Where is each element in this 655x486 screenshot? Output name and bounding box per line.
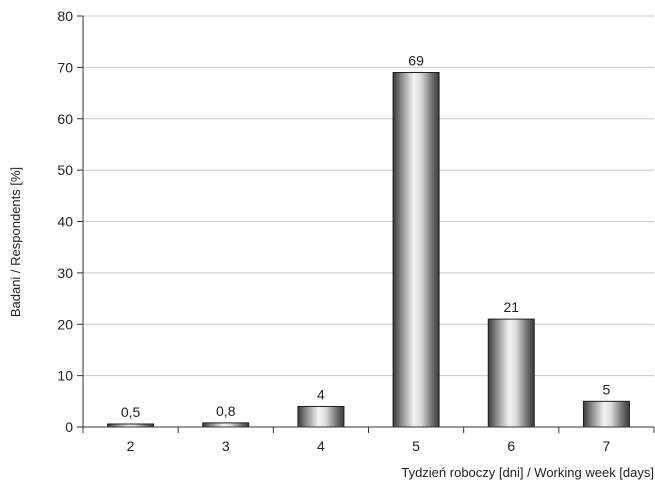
data-label: 21 <box>503 299 519 315</box>
labels: 0 10 20 30 40 50 60 70 80 2 0,5 3 0,8 4 4 5 69 6 21 7 5 <box>57 8 610 454</box>
axes <box>77 15 655 433</box>
bar <box>297 405 345 428</box>
bars <box>107 72 630 428</box>
bar <box>487 318 535 428</box>
bar <box>392 72 440 428</box>
y-tick-label: 20 <box>57 316 73 332</box>
y-tick-label: 10 <box>57 368 73 384</box>
data-label: 4 <box>317 386 325 402</box>
y-tick-label: 80 <box>57 8 73 24</box>
y-tick-label: 70 <box>57 59 73 75</box>
y-tick-label: 40 <box>57 214 73 230</box>
gridlines <box>83 15 654 377</box>
x-tick-label: 3 <box>222 438 230 454</box>
data-label: 69 <box>408 53 424 69</box>
y-axis-title: Badani / Respondents [%] <box>8 167 23 317</box>
x-tick-label: 2 <box>127 438 135 454</box>
y-tick-label: 0 <box>65 419 73 435</box>
x-tick-label: 7 <box>603 438 611 454</box>
data-label: 5 <box>603 381 611 397</box>
x-axis-title: Tydzień roboczy [dni] / Working week [da… <box>401 465 654 480</box>
bar <box>202 422 250 428</box>
x-tick-label: 6 <box>507 438 515 454</box>
y-tick-label: 60 <box>57 111 73 127</box>
data-label: 0,8 <box>216 403 236 419</box>
bar <box>582 400 630 428</box>
y-tick-label: 50 <box>57 162 73 178</box>
x-tick-label: 4 <box>317 438 325 454</box>
data-label: 0,5 <box>121 404 141 420</box>
y-tick-label: 30 <box>57 265 73 281</box>
x-tick-label: 5 <box>412 438 420 454</box>
